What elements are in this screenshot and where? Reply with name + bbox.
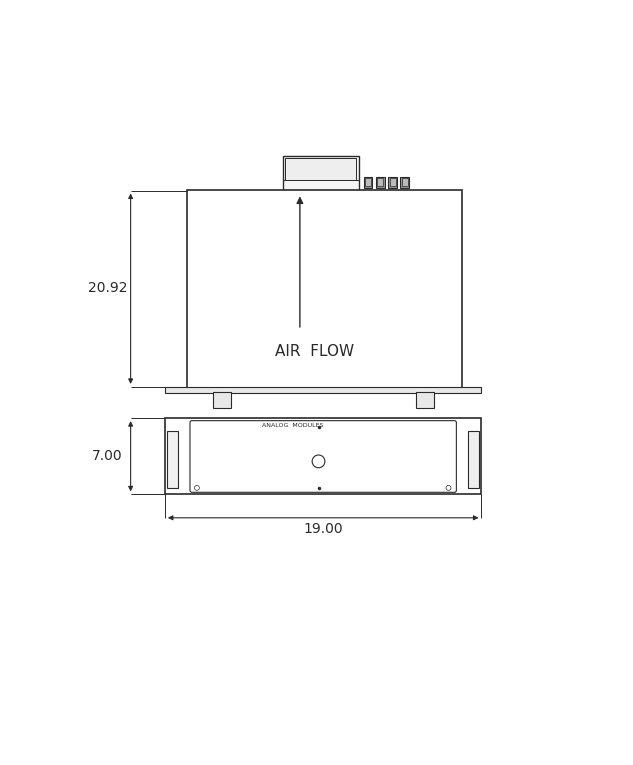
Bar — [354, 468, 364, 477]
FancyBboxPatch shape — [190, 421, 456, 493]
Bar — [379, 468, 388, 477]
Bar — [213, 392, 231, 409]
Bar — [342, 457, 351, 465]
Bar — [354, 444, 364, 454]
Circle shape — [312, 455, 325, 467]
Bar — [391, 457, 401, 465]
Bar — [165, 418, 482, 494]
Bar — [415, 433, 425, 441]
Bar — [401, 177, 410, 187]
Bar — [415, 444, 425, 454]
Bar — [283, 156, 359, 193]
Bar — [376, 177, 385, 187]
Bar — [377, 178, 384, 186]
Bar — [366, 444, 376, 454]
Bar — [363, 177, 372, 187]
Bar — [416, 392, 434, 409]
Bar — [354, 457, 364, 465]
Bar — [206, 445, 299, 486]
Circle shape — [446, 486, 451, 490]
Bar — [329, 433, 339, 441]
Bar — [403, 433, 413, 441]
Text: AIR  FLOW: AIR FLOW — [275, 344, 354, 360]
Bar — [429, 444, 443, 477]
Bar — [342, 468, 351, 477]
Bar — [415, 468, 425, 477]
Bar — [403, 457, 413, 465]
Bar — [285, 158, 356, 181]
Bar — [403, 444, 413, 454]
Bar — [329, 457, 339, 465]
Bar — [306, 469, 313, 477]
Bar — [379, 444, 388, 454]
Circle shape — [194, 486, 199, 490]
Bar — [402, 178, 408, 186]
Bar — [468, 431, 479, 488]
Bar — [187, 190, 462, 389]
Bar — [427, 433, 437, 441]
Bar — [379, 457, 388, 465]
Text: 20.92: 20.92 — [88, 282, 127, 295]
Bar — [306, 459, 313, 467]
Bar — [391, 444, 401, 454]
Text: 19.00: 19.00 — [304, 522, 343, 536]
Text: ANALOG  MODULES: ANALOG MODULES — [262, 423, 323, 428]
Bar — [391, 433, 401, 441]
Bar — [365, 178, 371, 186]
Bar — [403, 468, 413, 477]
Bar — [342, 444, 351, 454]
Bar — [366, 457, 376, 465]
Text: 7.00: 7.00 — [92, 449, 123, 463]
Bar — [165, 387, 482, 392]
Bar — [167, 431, 179, 488]
Bar — [342, 433, 351, 441]
Bar — [390, 178, 396, 186]
Bar — [366, 468, 376, 477]
Bar — [329, 468, 339, 477]
Bar — [354, 433, 364, 441]
Bar — [379, 433, 388, 441]
Bar — [329, 444, 339, 454]
Bar — [391, 468, 401, 477]
Bar — [388, 177, 397, 187]
Bar — [366, 433, 376, 441]
Bar — [415, 457, 425, 465]
